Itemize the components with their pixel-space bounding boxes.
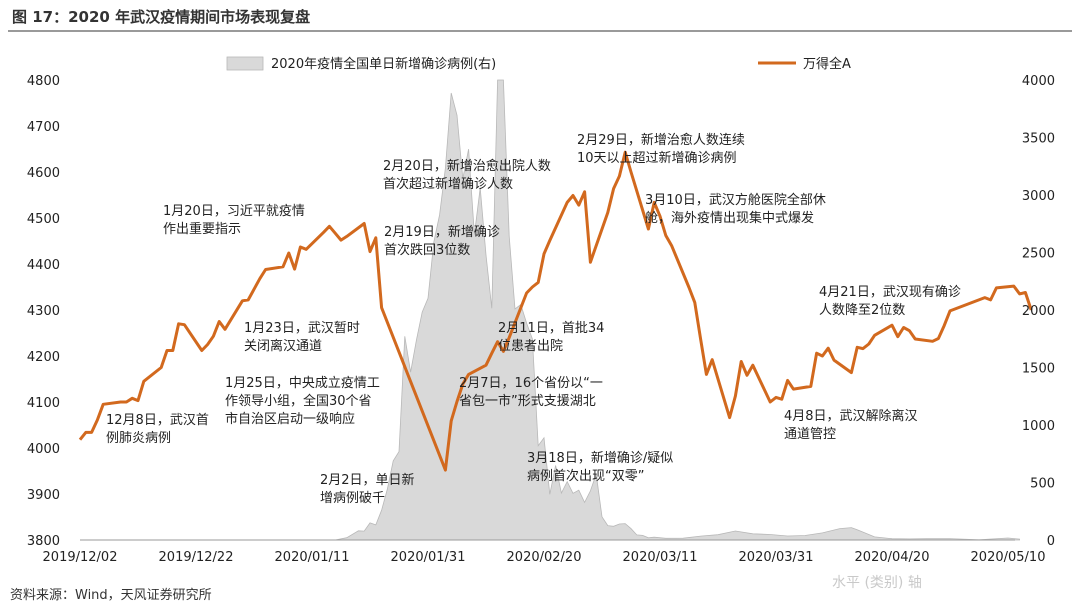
- annotation-text: 作出重要指示: [163, 221, 241, 237]
- y-right-tick-label: 3500: [1022, 132, 1055, 147]
- y-right-tick-label: 0: [1047, 534, 1055, 549]
- annotation-text: 1月23日，武汉暂时: [244, 321, 360, 336]
- x-tick-label: 2019/12/22: [159, 550, 234, 565]
- x-tick-label: 2020/03/11: [623, 550, 698, 565]
- y-left-tick-label: 4500: [27, 212, 60, 227]
- annotation-text: 1月20日，习近平就疫情: [163, 203, 305, 219]
- annotation-text: 舱，海外疫情出现集中式爆发: [645, 210, 814, 226]
- legend-area-swatch: [226, 56, 264, 71]
- annotation-text: 2月20日，新增治愈出院人数: [383, 158, 551, 174]
- x-tick-label: 2020/02/20: [507, 550, 582, 565]
- y-left-tick-label: 4700: [27, 120, 60, 135]
- x-tick-label: 2019/12/02: [43, 550, 118, 565]
- y-right-tick-label: 2000: [1022, 304, 1055, 319]
- annotation-text: 例肺炎病例: [106, 431, 171, 446]
- source-note: 资料来源：Wind，天风证券研究所: [10, 588, 212, 603]
- annotation-text: 通道管控: [784, 427, 836, 442]
- annotation-text: 2月11日，首批34: [498, 321, 604, 336]
- annotation-text: 1月25日，中央成立疫情工: [225, 375, 380, 391]
- annotation-text: 病例首次出现“双零”: [527, 468, 644, 484]
- wind-a-line: [78, 150, 1033, 472]
- x-tick-label: 2020/01/31: [391, 550, 466, 565]
- annotation-text: 首次超过新增确诊人数: [383, 176, 513, 192]
- annotation-text: 关闭离汉通道: [244, 338, 322, 354]
- new-cases-area: [335, 79, 1020, 541]
- x-tick-label: 2020/04/20: [855, 550, 930, 565]
- annotation-text: 2月19日，新增确诊: [384, 224, 500, 240]
- y-left-tick-label: 4100: [27, 396, 60, 411]
- annotation-text: 3月10日，武汉方舱医院全部休: [645, 192, 826, 208]
- annotation-text: 增病例破千: [320, 491, 385, 506]
- x-tick-label: 2020/01/11: [275, 550, 350, 565]
- y-left-tick-label: 4600: [27, 166, 60, 181]
- annotation-text: 10天以上超过新增确诊病例: [577, 150, 737, 166]
- annotation-text: 首次跌回3位数: [384, 242, 470, 258]
- legend-line-label: 万得全A: [803, 56, 851, 72]
- line-layer: [78, 150, 1033, 472]
- y-left-tick-label: 4300: [27, 304, 60, 319]
- y-right-tick-label: 1000: [1022, 419, 1055, 434]
- y-left-tick-label: 4200: [27, 350, 60, 365]
- market-epidemic-chart: 2019/12/02 2019/12/22 2020/01/11 2020/01/31…: [27, 56, 1055, 565]
- x-tick-label: 2020/03/31: [739, 550, 814, 565]
- axis-layer: 2019/12/02 2019/12/22 2020/01/11 2020/01/31…: [27, 74, 1055, 565]
- y-right-tick-label: 3000: [1022, 189, 1055, 204]
- y-right-tick-label: 4000: [1022, 74, 1055, 89]
- axis-watermark: 水平 (类别) 轴: [832, 575, 922, 591]
- y-left-tick-label: 4000: [27, 442, 60, 457]
- y-left-tick-label: 4400: [27, 258, 60, 273]
- annotation-text: 2月7日，16个省份以“一: [459, 376, 603, 391]
- figure-title: 图 17：2020 年武汉疫情期间市场表现复盘: [12, 8, 311, 26]
- annotation-text: 人数降至2位数: [819, 303, 905, 318]
- x-tick-label: 2020/05/10: [971, 550, 1046, 565]
- y-left-tick-label: 3900: [27, 488, 60, 503]
- annotation-text: 3月18日，新增确诊/疑似: [527, 450, 673, 466]
- annotation-text: 4月21日，武汉现有确诊: [819, 285, 961, 300]
- annotation-text: 省包一市”形式支援湖北: [459, 393, 596, 409]
- annotation-text: 位患者出院: [498, 339, 563, 354]
- area-layer: [335, 79, 1020, 541]
- y-right-tick-label: 500: [1030, 477, 1055, 492]
- annotation-text: 2月29日，新增治愈人数连续: [577, 132, 745, 148]
- y-left-tick-label: 4800: [27, 74, 60, 89]
- annotation-text: 12月8日，武汉首: [106, 413, 209, 428]
- y-right-tick-label: 2500: [1022, 247, 1055, 262]
- y-left-tick-label: 3800: [27, 534, 60, 549]
- legend: 2020年疫情全国单日新增确诊病例(右) 万得全A: [226, 56, 851, 72]
- y-right-tick-label: 1500: [1022, 362, 1055, 377]
- annotation-text: 4月8日，武汉解除离汉: [784, 408, 918, 424]
- title-divider: [8, 30, 1072, 32]
- legend-area-label: 2020年疫情全国单日新增确诊病例(右): [271, 56, 496, 72]
- annotation-text: 市自治区启动一级响应: [225, 411, 355, 427]
- annotation-text: 2月2日，单日新: [320, 472, 415, 488]
- annotation-text: 作领导小组，全国30个省: [225, 393, 372, 409]
